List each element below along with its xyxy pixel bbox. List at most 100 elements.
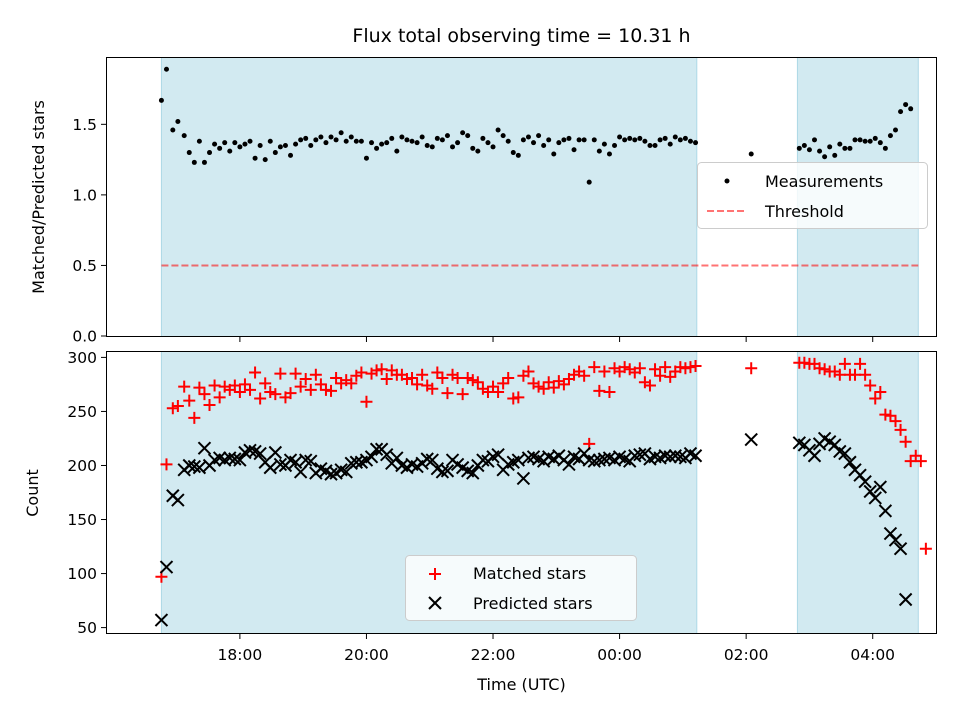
legend-predicted-marker: [428, 596, 442, 610]
legend-threshold-label: Threshold: [764, 202, 844, 221]
y-tick-label: 0.5: [72, 257, 97, 275]
measurement-point: [490, 144, 496, 150]
predicted-star-point: [380, 447, 394, 462]
matched-star-point: [889, 415, 902, 428]
matched-star-point: [400, 373, 413, 386]
measurement-point: [379, 141, 385, 147]
bottom-legend: Matched stars Predicted stars: [405, 555, 637, 621]
shaded-band-2: [797, 352, 919, 633]
matched-star-point: [869, 392, 882, 405]
measurement-point: [525, 134, 531, 140]
measurement-point: [343, 138, 349, 144]
measurement-point: [687, 138, 693, 144]
matched-star-point: [456, 388, 469, 401]
predicted-star-point: [898, 592, 913, 607]
x-tick-label: 22:00: [471, 646, 516, 664]
matched-star-point: [249, 366, 262, 379]
matched-star-point: [431, 366, 444, 379]
measurement-point: [672, 134, 678, 140]
top-y-axis-label: Matched/Predicted stars: [29, 100, 48, 294]
matched-star-point: [319, 383, 332, 396]
measurement-point: [399, 134, 405, 140]
matched-star-point: [659, 361, 672, 374]
predicted-star-point: [587, 454, 601, 468]
predicted-star-point: [253, 446, 267, 461]
measurement-point: [877, 140, 883, 146]
matched-star-point: [198, 388, 211, 401]
measurement-point: [424, 142, 430, 148]
chart-title: Flux total observing time = 10.31 h: [352, 25, 690, 47]
matched-star-point: [684, 361, 697, 374]
matched-star-point: [654, 369, 667, 382]
measurement-point: [207, 150, 213, 156]
measurement-point: [170, 127, 176, 133]
predicted-star-point: [883, 526, 898, 541]
measurement-point: [887, 133, 893, 139]
measurement-point: [434, 135, 440, 141]
matched-star-point: [284, 387, 297, 400]
predicted-star-point: [369, 442, 384, 456]
measurement-point: [353, 138, 359, 144]
predicted-star-point: [187, 459, 202, 474]
measurement-point: [652, 142, 658, 148]
matched-star-point: [294, 380, 307, 393]
matched-star-point: [426, 382, 439, 395]
measurement-point: [196, 138, 202, 144]
measurement-point: [323, 140, 329, 146]
measurement-point: [363, 155, 369, 161]
measurement-point: [612, 142, 618, 148]
matched-star-point: [838, 357, 851, 370]
predicted-star-point: [159, 560, 174, 574]
measurement-point: [252, 155, 258, 161]
matched-star-point: [618, 361, 631, 374]
matched-star-point: [633, 362, 646, 375]
predicted-star-point: [154, 613, 169, 627]
measurement-point: [237, 144, 243, 150]
measurement-point: [617, 134, 623, 140]
x-tick-label: 04:00: [850, 646, 895, 664]
measurement-point: [867, 138, 873, 144]
measurement-point: [647, 142, 653, 148]
measurement-point: [591, 137, 597, 143]
predicted-star-point: [182, 458, 196, 473]
predicted-star-point: [863, 484, 877, 499]
matched-star-point: [451, 371, 464, 384]
measurement-point: [450, 144, 456, 150]
matched-star-point: [309, 368, 322, 381]
measurement-point: [394, 148, 400, 154]
predicted-star-point: [273, 457, 288, 472]
matched-star-point: [166, 402, 179, 415]
matched-star-point: [178, 380, 191, 393]
matched-star-point: [208, 379, 221, 392]
bottom-plot-frame: [106, 351, 937, 634]
measurement-point: [682, 135, 688, 141]
predicted-star-point: [293, 465, 308, 479]
matched-star-point: [643, 379, 656, 392]
predicted-star-point: [744, 432, 758, 447]
matched-star-point: [355, 366, 368, 379]
y-tick-label: 50: [77, 619, 97, 637]
measurement-point: [338, 130, 344, 136]
measurement-point: [622, 137, 628, 143]
predicted-star-point: [888, 533, 903, 547]
measurement-point: [222, 140, 228, 146]
x-tick-label: 20:00: [344, 646, 389, 664]
measurement-point: [409, 138, 415, 144]
matched-star-point: [512, 391, 525, 404]
matched-star-point: [160, 458, 173, 471]
measurement-point: [872, 135, 878, 141]
measurement-point: [832, 152, 838, 158]
matched-star-point: [304, 383, 317, 396]
matched-star-point: [689, 360, 702, 373]
matched-star-point: [188, 411, 201, 424]
matched-star-point: [848, 368, 861, 381]
measurement-point: [308, 142, 314, 148]
matched-star-point: [864, 379, 877, 392]
measurement-point: [298, 137, 304, 143]
measurement-point: [903, 102, 909, 108]
measurement-point: [857, 137, 863, 143]
bottom-legend-box: [405, 555, 637, 621]
top-plot-frame: [106, 57, 937, 337]
predicted-star-point: [858, 474, 872, 489]
y-tick-label: 1.0: [72, 186, 97, 204]
